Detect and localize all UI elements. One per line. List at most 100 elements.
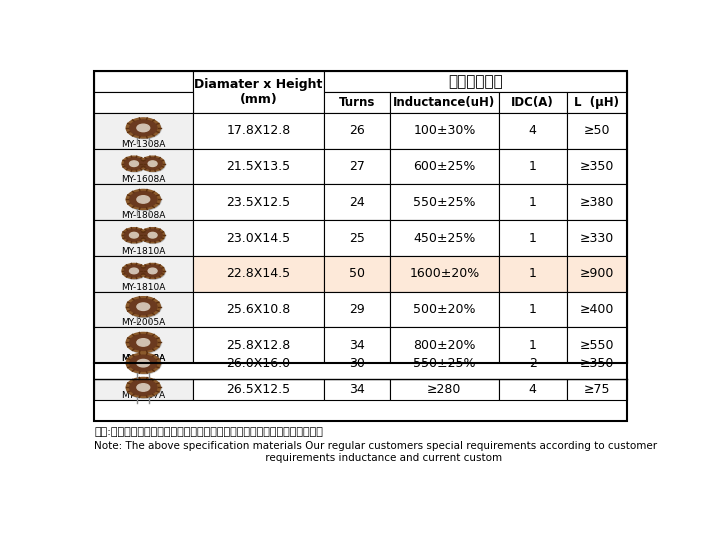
Text: 800±20%: 800±20% <box>413 339 476 352</box>
Text: 1: 1 <box>529 196 536 209</box>
Bar <box>567 185 626 220</box>
Ellipse shape <box>123 157 147 172</box>
Bar <box>567 379 626 400</box>
Bar <box>94 71 626 421</box>
Text: 22.8X14.5: 22.8X14.5 <box>226 267 290 280</box>
Text: 50: 50 <box>349 267 365 280</box>
Text: MY-2207A: MY-2207A <box>121 391 165 400</box>
Text: ≥380: ≥380 <box>579 196 614 209</box>
Bar <box>193 71 324 113</box>
Text: 17.8X12.8: 17.8X12.8 <box>226 125 290 137</box>
Ellipse shape <box>141 229 165 244</box>
Bar <box>498 292 567 327</box>
Text: MY-1308A: MY-1308A <box>121 140 165 148</box>
Text: 备注:以上规格为本厂常规客户用料，特殊要求可按客户要求电感量和电流定做: 备注:以上规格为本厂常规客户用料，特殊要求可按客户要求电感量和电流定做 <box>94 427 323 437</box>
Text: 4: 4 <box>529 383 536 396</box>
Bar <box>567 113 626 148</box>
Ellipse shape <box>129 379 157 395</box>
Text: 1: 1 <box>529 231 536 245</box>
Bar <box>94 256 193 292</box>
Text: ≥550: ≥550 <box>579 339 614 352</box>
Text: 25.8X12.8: 25.8X12.8 <box>226 339 290 352</box>
Ellipse shape <box>127 297 160 317</box>
Text: ≥900: ≥900 <box>579 267 614 280</box>
Text: 27: 27 <box>349 160 365 173</box>
Text: MY-1810A: MY-1810A <box>121 247 165 256</box>
Bar <box>390 327 498 363</box>
Text: 23.0X14.5: 23.0X14.5 <box>226 231 290 245</box>
Bar <box>567 256 626 292</box>
Text: Inductance(uH): Inductance(uH) <box>393 96 496 109</box>
Ellipse shape <box>127 118 160 138</box>
Bar <box>94 148 193 185</box>
Ellipse shape <box>127 332 160 353</box>
Ellipse shape <box>123 264 147 279</box>
Ellipse shape <box>127 353 160 373</box>
Text: MY-2005A: MY-2005A <box>121 318 165 327</box>
Text: 29: 29 <box>349 303 365 316</box>
Ellipse shape <box>137 339 150 346</box>
Bar <box>324 220 390 256</box>
Ellipse shape <box>137 124 150 132</box>
Bar <box>324 185 390 220</box>
Bar <box>94 363 626 379</box>
Bar <box>193 220 324 256</box>
Bar <box>94 327 193 363</box>
Bar <box>390 185 498 220</box>
Text: 26.0X16.0: 26.0X16.0 <box>226 356 290 370</box>
Ellipse shape <box>124 265 143 277</box>
Ellipse shape <box>127 190 160 210</box>
Text: 550±25%: 550±25% <box>413 356 476 370</box>
Bar <box>567 327 626 363</box>
Ellipse shape <box>129 334 157 350</box>
Ellipse shape <box>123 229 147 244</box>
Bar <box>324 113 390 148</box>
Bar <box>94 71 193 92</box>
Bar <box>324 148 390 185</box>
Bar <box>94 292 193 327</box>
Text: L  (μH): L (μH) <box>574 96 619 109</box>
Text: 450±25%: 450±25% <box>413 231 475 245</box>
Ellipse shape <box>122 227 146 242</box>
Bar <box>193 327 324 363</box>
Text: ≥75: ≥75 <box>583 383 610 396</box>
Ellipse shape <box>129 355 157 371</box>
Ellipse shape <box>141 264 165 279</box>
Bar <box>567 92 626 113</box>
Text: MY-2010A: MY-2010A <box>121 354 165 363</box>
Text: ≥350: ≥350 <box>579 160 614 173</box>
Text: Turns: Turns <box>339 96 375 109</box>
Bar <box>324 256 390 292</box>
Bar <box>390 292 498 327</box>
Ellipse shape <box>143 229 162 241</box>
Bar <box>324 71 626 92</box>
Bar <box>498 379 567 400</box>
Bar <box>567 220 626 256</box>
Text: 23.5X12.5: 23.5X12.5 <box>226 196 290 209</box>
Ellipse shape <box>122 156 146 171</box>
Ellipse shape <box>129 120 157 136</box>
Text: ≥50: ≥50 <box>583 125 610 137</box>
Bar <box>498 256 567 292</box>
Bar <box>324 92 390 113</box>
Bar <box>498 220 567 256</box>
Text: MY-2008A: MY-2008A <box>121 354 165 363</box>
Text: 34: 34 <box>349 383 365 396</box>
Bar <box>390 379 498 400</box>
Text: 直流叠加特性: 直流叠加特性 <box>448 74 503 89</box>
Bar <box>193 256 324 292</box>
Ellipse shape <box>141 264 165 279</box>
Ellipse shape <box>148 161 157 166</box>
Ellipse shape <box>129 232 138 238</box>
Bar <box>498 113 567 148</box>
Text: MY-1810A: MY-1810A <box>121 282 165 291</box>
Bar <box>324 292 390 327</box>
Ellipse shape <box>124 229 143 241</box>
Text: Diamater x Height
(mm): Diamater x Height (mm) <box>194 78 323 106</box>
Text: 30: 30 <box>349 356 365 370</box>
Text: 1: 1 <box>529 339 536 352</box>
Bar <box>390 113 498 148</box>
Text: 550±25%: 550±25% <box>413 196 476 209</box>
Bar <box>193 292 324 327</box>
Ellipse shape <box>137 384 150 391</box>
